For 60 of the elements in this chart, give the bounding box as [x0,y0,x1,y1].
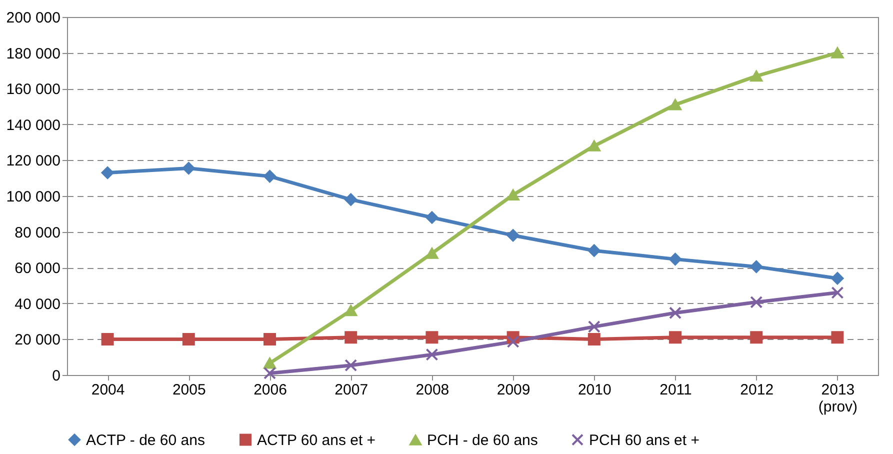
y-tick-label: 180 000 [6,45,60,62]
point [831,47,844,58]
legend-label: ACTP - de 60 ans [86,432,205,449]
point [506,229,520,242]
point [101,166,114,179]
y-tick-label: 100 000 [6,188,60,206]
point [506,335,520,348]
x-tick-label: 2005 [172,382,206,398]
legend-label: PCH 60 ans et + [589,432,700,449]
x-tick-label: 2004 [91,382,125,398]
legend-label: ACTP 60 ans et + [257,432,376,449]
x-tick-label: 2011 [660,382,692,398]
point [264,358,276,369]
point [750,260,763,273]
point [426,211,438,224]
point [750,70,763,82]
y-tick-label: 140 000 [6,116,60,134]
point [588,140,600,152]
y-tick-label: 160 000 [6,81,60,98]
y-tick-label: 120 000 [6,152,60,170]
point [344,193,358,206]
x-tick-label: 2010 [578,382,612,398]
x-tick-label: 2008 [416,382,450,398]
x-tick-label: 2009 [496,382,530,398]
x-tick-label: 2006 [254,382,287,398]
point [588,320,600,333]
legend-label: PCH - de 60 ans [427,432,538,450]
point [669,331,682,344]
point [264,332,276,346]
y-tick-label: 40 000 [14,296,60,313]
x-tick-label: 2007 [334,382,368,398]
point [831,286,844,299]
point [831,331,844,344]
point [669,306,682,320]
point [669,99,682,110]
x-tick-label: 2012 [740,382,774,398]
point [101,332,114,346]
point [344,359,358,372]
point [426,348,438,361]
y-tick-label: 60 000 [14,260,60,278]
y-tick-label: 20 000 [14,332,60,349]
point [588,332,600,346]
x-tick-label: 2013 (prov) [818,382,858,416]
point [426,248,438,259]
point [750,331,763,344]
point [344,305,358,316]
point [831,272,844,285]
y-tick-label: 80 000 [14,224,60,242]
point [669,252,682,266]
point [264,366,276,380]
point [264,170,276,183]
point [750,296,763,308]
point [344,331,358,344]
point [506,189,520,200]
y-tick-label: 200 000 [6,10,60,26]
point [426,331,438,344]
y-tick-label: 0 [52,368,60,384]
point [588,244,600,257]
point [182,162,195,174]
point [182,332,195,346]
